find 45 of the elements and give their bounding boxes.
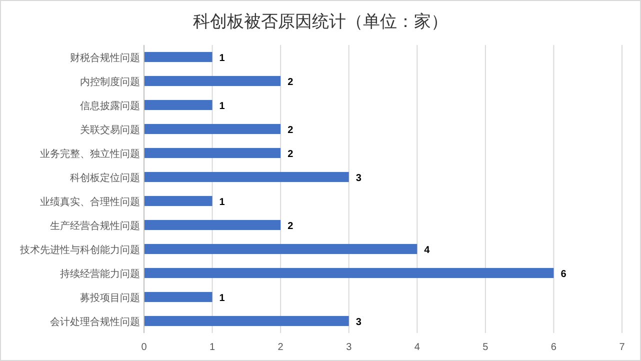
data-label: 3 bbox=[356, 173, 362, 184]
chart-title: 科创板被否原因统计（单位：家） bbox=[193, 12, 448, 31]
y-tick-label: 会计处理合规性问题 bbox=[50, 316, 140, 328]
x-tick-label: 7 bbox=[619, 342, 626, 353]
y-tick-label: 关联交易问题 bbox=[80, 124, 140, 136]
bar bbox=[144, 148, 281, 158]
x-tick-label: 3 bbox=[346, 342, 352, 353]
bar bbox=[144, 124, 281, 134]
bar bbox=[144, 196, 212, 206]
bar bbox=[144, 220, 281, 230]
data-label: 1 bbox=[219, 101, 226, 112]
data-label: 2 bbox=[288, 221, 294, 232]
y-tick-label: 科创板定位问题 bbox=[70, 172, 140, 184]
bar bbox=[144, 100, 212, 110]
data-label: 2 bbox=[288, 125, 294, 136]
x-tick-label: 0 bbox=[141, 342, 148, 353]
bar bbox=[144, 292, 212, 302]
x-tick-label: 5 bbox=[482, 342, 489, 353]
data-label: 4 bbox=[424, 245, 430, 256]
bar bbox=[144, 244, 418, 254]
x-tick-label: 1 bbox=[210, 342, 216, 353]
y-tick-label: 财税合规性问题 bbox=[70, 52, 140, 64]
data-label: 6 bbox=[560, 269, 567, 280]
y-tick-label: 持续经营能力问题 bbox=[60, 268, 140, 280]
data-label: 1 bbox=[219, 53, 226, 64]
data-label: 1 bbox=[219, 293, 226, 304]
x-tick-label: 2 bbox=[278, 342, 284, 353]
y-tick-label: 募投项目问题 bbox=[80, 292, 140, 304]
data-label: 1 bbox=[219, 197, 226, 208]
y-tick-label: 技术先进性与科创能力问题 bbox=[19, 244, 140, 256]
bar bbox=[144, 172, 349, 182]
y-tick-label: 生产经营合规性问题 bbox=[50, 220, 140, 232]
y-tick-label: 业务完整、独立性问题 bbox=[40, 148, 140, 160]
y-tick-label: 业绩真实、合理性问题 bbox=[40, 196, 140, 208]
data-label: 3 bbox=[356, 317, 362, 328]
x-tick-label: 6 bbox=[550, 342, 557, 353]
data-label: 2 bbox=[288, 77, 294, 88]
bar bbox=[144, 52, 212, 62]
x-tick-label: 4 bbox=[414, 342, 420, 353]
bar bbox=[144, 316, 349, 326]
data-label: 2 bbox=[288, 149, 294, 160]
bar bbox=[144, 268, 554, 278]
y-tick-label: 内控制度问题 bbox=[80, 76, 140, 88]
bar bbox=[144, 76, 281, 86]
y-tick-label: 信息披露问题 bbox=[80, 100, 140, 112]
